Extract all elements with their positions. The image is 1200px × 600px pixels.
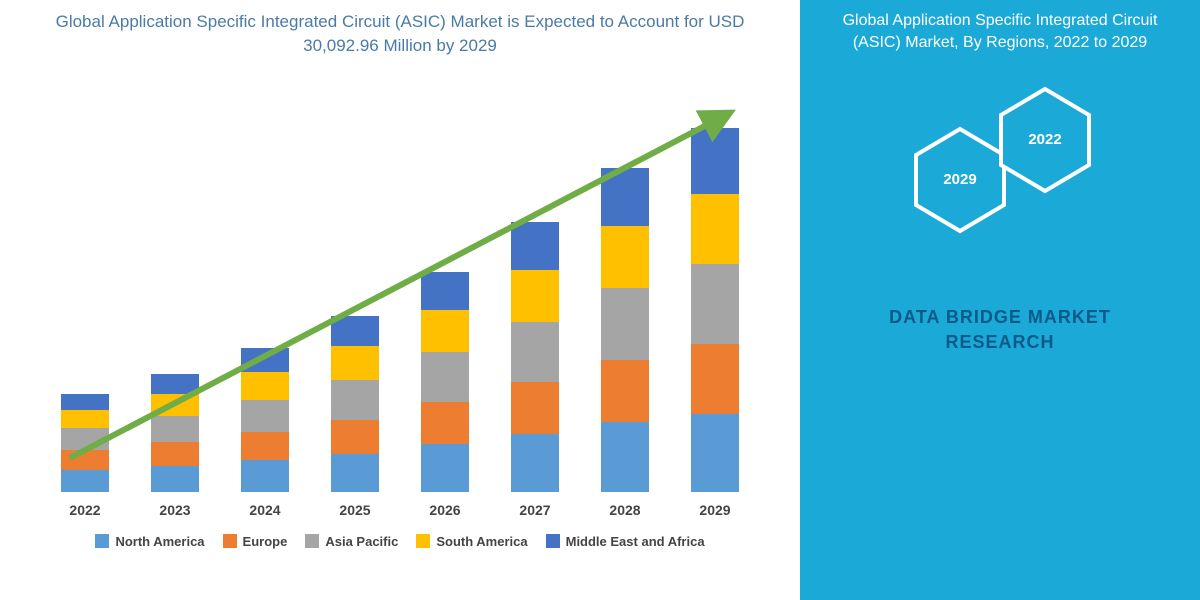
chart-title: Global Application Specific Integrated C… — [20, 10, 780, 58]
x-label: 2028 — [609, 502, 640, 518]
x-label: 2025 — [339, 502, 370, 518]
segment-middle-east-and-africa — [241, 348, 289, 372]
segment-asia-pacific — [691, 264, 739, 344]
bar-2024: 2024 — [235, 348, 295, 518]
segment-europe — [331, 420, 379, 454]
brand-line1: DATA BRIDGE MARKET — [889, 305, 1111, 330]
brand-line2: RESEARCH — [889, 330, 1111, 355]
segment-europe — [241, 432, 289, 460]
bar-2025: 2025 — [325, 316, 385, 518]
segment-north-america — [511, 434, 559, 492]
legend-label: North America — [115, 534, 204, 549]
segment-europe — [511, 382, 559, 434]
segment-south-america — [61, 410, 109, 428]
segment-south-america — [331, 346, 379, 380]
segment-south-america — [421, 310, 469, 352]
segment-south-america — [151, 394, 199, 416]
segment-middle-east-and-africa — [691, 128, 739, 194]
segment-asia-pacific — [61, 428, 109, 450]
segment-north-america — [331, 454, 379, 492]
hex-label-2022: 2022 — [1028, 131, 1061, 148]
segment-asia-pacific — [331, 380, 379, 420]
segment-europe — [691, 344, 739, 414]
legend-label: South America — [436, 534, 527, 549]
bar-2022: 2022 — [55, 394, 115, 518]
segment-middle-east-and-africa — [511, 222, 559, 270]
segment-south-america — [241, 372, 289, 400]
segment-europe — [61, 450, 109, 470]
legend-item-asia-pacific: Asia Pacific — [305, 534, 398, 549]
legend-swatch — [95, 534, 109, 548]
segment-north-america — [601, 422, 649, 492]
segment-asia-pacific — [151, 416, 199, 442]
segment-south-america — [601, 226, 649, 288]
segment-middle-east-and-africa — [601, 168, 649, 226]
chart-panel: Global Application Specific Integrated C… — [0, 0, 800, 600]
x-label: 2026 — [429, 502, 460, 518]
legend-item-europe: Europe — [223, 534, 288, 549]
chart-area: 2022 2023 2024 2025 2026 2027 2028 2029 — [20, 78, 780, 518]
x-label: 2029 — [699, 502, 730, 518]
segment-asia-pacific — [241, 400, 289, 432]
segment-asia-pacific — [421, 352, 469, 402]
legend-item-south-america: South America — [416, 534, 527, 549]
chart-legend: North America Europe Asia Pacific South Ame… — [20, 534, 780, 549]
legend-label: Middle East and Africa — [566, 534, 705, 549]
bar-2023: 2023 — [145, 374, 205, 518]
segment-north-america — [151, 466, 199, 492]
x-label: 2024 — [249, 502, 280, 518]
segment-south-america — [691, 194, 739, 264]
trend-arrow — [20, 78, 780, 518]
segment-middle-east-and-africa — [61, 394, 109, 410]
segment-middle-east-and-africa — [421, 272, 469, 310]
side-panel: Global Application Specific Integrated C… — [800, 0, 1200, 600]
hex-label-2029: 2029 — [943, 171, 976, 188]
segment-europe — [151, 442, 199, 466]
bar-stack — [331, 316, 379, 492]
bar-stack — [421, 272, 469, 492]
brand-text: DATA BRIDGE MARKET RESEARCH — [889, 305, 1111, 355]
segment-middle-east-and-africa — [151, 374, 199, 394]
bar-stack — [691, 128, 739, 492]
segment-north-america — [241, 460, 289, 492]
x-label: 2022 — [69, 502, 100, 518]
bar-stack — [61, 394, 109, 492]
hexagon-group: 2029 2022 — [900, 85, 1100, 245]
segment-north-america — [691, 414, 739, 492]
segment-europe — [601, 360, 649, 422]
bar-2028: 2028 — [595, 168, 655, 518]
x-label: 2027 — [519, 502, 550, 518]
legend-label: Asia Pacific — [325, 534, 398, 549]
segment-middle-east-and-africa — [331, 316, 379, 346]
legend-swatch — [305, 534, 319, 548]
x-label: 2023 — [159, 502, 190, 518]
bar-stack — [241, 348, 289, 492]
legend-swatch — [546, 534, 560, 548]
legend-swatch — [223, 534, 237, 548]
bar-stack — [151, 374, 199, 492]
bar-2029: 2029 — [685, 128, 745, 518]
legend-item-middle-east-and-africa: Middle East and Africa — [546, 534, 705, 549]
bar-2027: 2027 — [505, 222, 565, 518]
legend-item-north-america: North America — [95, 534, 204, 549]
side-title: Global Application Specific Integrated C… — [820, 10, 1180, 55]
hexagon-2022: 2022 — [995, 85, 1095, 195]
segment-asia-pacific — [601, 288, 649, 360]
segment-north-america — [61, 470, 109, 492]
bar-stack — [601, 168, 649, 492]
legend-swatch — [416, 534, 430, 548]
bar-2026: 2026 — [415, 272, 475, 518]
segment-south-america — [511, 270, 559, 322]
legend-label: Europe — [243, 534, 288, 549]
segment-europe — [421, 402, 469, 444]
bar-stack — [511, 222, 559, 492]
segment-north-america — [421, 444, 469, 492]
segment-asia-pacific — [511, 322, 559, 382]
